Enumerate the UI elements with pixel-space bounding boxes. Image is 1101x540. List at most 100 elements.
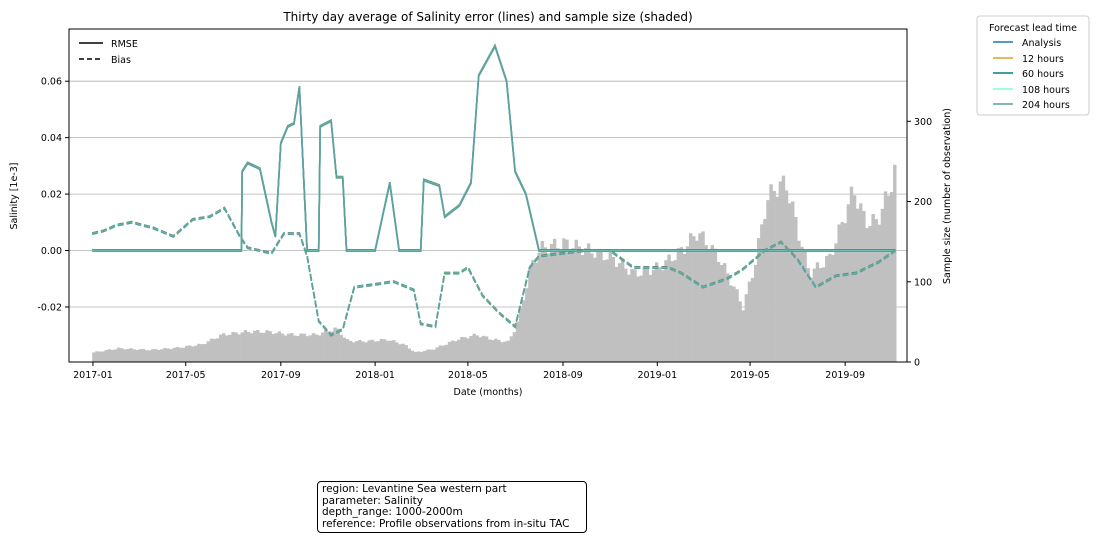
series-rmse-line (92, 44, 896, 252)
legend-bias-label: Bias (111, 55, 131, 66)
sample-size-bar (775, 196, 779, 362)
sample-size-bar (750, 277, 755, 362)
sample-size-bar (806, 268, 810, 362)
sample-size-bar (661, 270, 665, 362)
sample-size-bar (299, 333, 303, 362)
sample-size-bar (336, 328, 340, 362)
sample-size-bar (596, 249, 600, 362)
sample-size-bar (698, 233, 702, 362)
sample-size-bar (231, 331, 235, 362)
sample-size-bar (534, 262, 538, 362)
sample-size-bar (509, 336, 514, 362)
sample-size-bar (478, 337, 483, 362)
sample-size-bar (228, 334, 232, 362)
sample-size-bar (797, 240, 801, 362)
info-reference: reference: Profile observations from in-… (322, 517, 570, 530)
sample-size-bar (488, 339, 492, 362)
legend-rmse-label: RMSE (111, 39, 138, 50)
sample-size-bar (636, 276, 640, 362)
sample-size-bar (398, 344, 402, 362)
sample-size-bar (611, 257, 616, 362)
y2-tick-label: 200 (914, 197, 932, 208)
sample-size-bar (271, 334, 275, 362)
sample-size-bar (559, 249, 563, 362)
legend-60h-label: 60 hours (1022, 69, 1064, 80)
sample-size-bar (565, 239, 569, 362)
sample-size-bar (107, 349, 112, 362)
sample-size-bar (98, 351, 102, 362)
sample-size-bar (135, 350, 139, 362)
sample-size-bar (317, 335, 322, 362)
sample-size-bar (744, 294, 749, 362)
sample-size-bar (450, 340, 455, 362)
sample-size-bar (296, 335, 300, 362)
sample-size-bar (293, 335, 297, 362)
y-tick-label: 0.04 (41, 133, 62, 144)
sample-size-bar (685, 246, 690, 362)
lead-time-legend: Forecast lead time Analysis 12 hours 60 … (976, 15, 1090, 116)
sample-size-bar (893, 164, 897, 362)
y2-tick-label: 300 (914, 117, 932, 128)
sample-size-bar (868, 226, 872, 362)
sample-size-bar (246, 331, 251, 362)
x-axis-label: Date (months) (454, 387, 523, 398)
sample-size-bar (735, 289, 739, 362)
sample-size-bar (577, 246, 582, 362)
sample-size-bar (747, 281, 752, 362)
sample-size-bar (277, 331, 282, 362)
sample-size-bar (308, 335, 313, 362)
legend-204h-label: 204 hours (1022, 100, 1070, 111)
sample-size-bar (729, 285, 733, 362)
sample-size-bar (515, 321, 520, 362)
sample-size-bar (865, 228, 869, 362)
sample-size-bar (475, 335, 480, 362)
sample-size-bar (800, 246, 804, 362)
y-tick-label: -0.02 (37, 302, 62, 313)
sample-size-bar (704, 245, 708, 362)
sample-size-bar (583, 248, 588, 362)
sample-size-bar (305, 336, 309, 362)
sample-size-bar (249, 333, 254, 362)
sample-size-bar (389, 340, 393, 362)
sample-size-bar (256, 329, 260, 362)
sample-size-bar (237, 334, 241, 362)
sample-size-bar (209, 338, 214, 362)
sample-size-bar (834, 243, 838, 362)
x-tick-label: 2017-01 (73, 370, 113, 381)
sample-size-bar (741, 310, 745, 362)
sample-size-bar (528, 267, 532, 362)
sample-size-bar (222, 333, 226, 362)
sample-size-bar (444, 344, 449, 362)
sample-size-bar (116, 347, 121, 362)
sample-size-bar (364, 342, 368, 362)
sample-size-bar (614, 266, 619, 362)
sample-size-bar (701, 231, 705, 362)
sample-size-bar (376, 341, 381, 362)
sample-size-bar (147, 350, 152, 362)
sample-size-bar (157, 349, 161, 362)
sample-size-bar (188, 345, 192, 362)
sample-size-bar (160, 349, 164, 362)
sample-size-bar (419, 351, 424, 362)
sample-size-bar (549, 244, 554, 362)
sample-size-bar (110, 349, 115, 362)
sample-size-bar (670, 261, 674, 362)
sample-size-bar (206, 341, 210, 362)
sample-size-bar (803, 250, 807, 362)
x-tick-label: 2019-01 (637, 370, 677, 381)
sample-size-bar (361, 341, 365, 362)
sample-size-bar (413, 351, 418, 362)
sample-size-bar (472, 333, 476, 362)
sample-size-bar (825, 255, 829, 362)
sample-size-bar (469, 335, 473, 362)
info-depth-range: depth_range: 1000-2000m (322, 506, 463, 518)
sample-size-bar (648, 274, 653, 362)
sample-size-bar (645, 268, 650, 362)
sample-size-bar (586, 243, 591, 362)
sample-size-bar (574, 239, 578, 362)
plot-frame (68, 28, 908, 363)
sample-size-bar (654, 262, 659, 362)
x-tick-label: 2018-09 (543, 370, 583, 381)
sample-size-bar (889, 191, 894, 362)
sample-size-bar (218, 334, 223, 362)
